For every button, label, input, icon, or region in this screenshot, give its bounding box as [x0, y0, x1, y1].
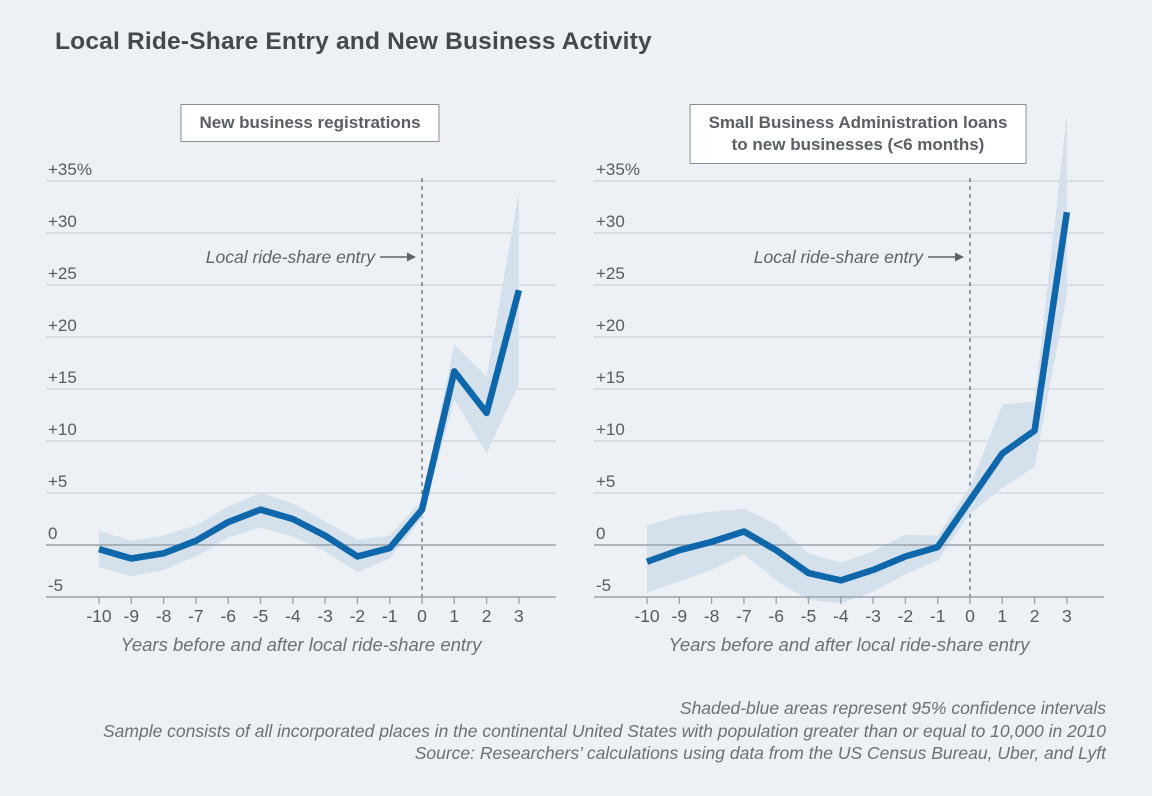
svg-text:-4: -4 [833, 606, 849, 626]
svg-text:0: 0 [965, 606, 975, 626]
svg-text:-9: -9 [124, 606, 140, 626]
svg-text:-2: -2 [350, 606, 366, 626]
svg-text:+5: +5 [596, 472, 615, 491]
svg-text:3: 3 [514, 606, 524, 626]
panel-header-box: Small Business Administration loans to n… [689, 104, 1027, 164]
svg-text:-5: -5 [596, 576, 611, 595]
svg-text:-10: -10 [86, 606, 112, 626]
svg-text:-2: -2 [898, 606, 914, 626]
svg-text:+10: +10 [48, 420, 77, 439]
svg-text:1: 1 [449, 606, 459, 626]
svg-text:+35%: +35% [48, 160, 92, 179]
svg-text:-6: -6 [768, 606, 784, 626]
chart-panel-sba-loans: Small Business Administration loans to n… [588, 95, 1128, 670]
svg-text:+15: +15 [596, 368, 625, 387]
svg-text:-1: -1 [930, 606, 946, 626]
figure-title: Local Ride-Share Entry and New Business … [55, 28, 652, 55]
chart-panel-new-business-registrations: New business registrations +35% +30 +25 +20… [40, 95, 580, 670]
footnotes: Shaded-blue areas represent 95% confiden… [103, 697, 1106, 765]
svg-text:2: 2 [1030, 606, 1040, 626]
svg-text:+30: +30 [48, 212, 77, 231]
svg-text:-10: -10 [634, 606, 660, 626]
svg-text:-5: -5 [48, 576, 63, 595]
svg-text:-3: -3 [317, 606, 333, 626]
footnote-line: Shaded-blue areas represent 95% confiden… [679, 698, 1106, 718]
svg-text:Years before and after local r: Years before and after local ride-share … [669, 634, 1032, 655]
svg-text:-1: -1 [382, 606, 398, 626]
svg-text:-3: -3 [865, 606, 881, 626]
svg-text:0: 0 [596, 524, 605, 543]
svg-text:Local ride-share entry: Local ride-share entry [206, 247, 376, 267]
svg-text:-7: -7 [736, 606, 752, 626]
footnote-line: Sample consists of all incorporated plac… [102, 720, 1106, 741]
svg-text:0: 0 [417, 606, 427, 626]
svg-text:+5: +5 [48, 472, 67, 491]
svg-text:3: 3 [1062, 606, 1072, 626]
svg-text:+30: +30 [596, 212, 625, 231]
svg-text:+35%: +35% [596, 160, 640, 179]
svg-text:+10: +10 [596, 420, 625, 439]
panel-title-line: Small Business Administration loans [708, 113, 1008, 132]
svg-text:-7: -7 [188, 606, 204, 626]
svg-text:-8: -8 [704, 606, 720, 626]
svg-text:-5: -5 [253, 606, 269, 626]
svg-text:+15: +15 [48, 368, 77, 387]
svg-text:2: 2 [482, 606, 492, 626]
svg-text:Local ride-share entry: Local ride-share entry [754, 247, 924, 267]
line-chart-new-business-registrations: +35%+30+25+20+15+10+50-5-10 -9 -8 -7 -6 -5 -4-… [46, 160, 556, 655]
svg-text:1: 1 [997, 606, 1007, 626]
panel-header-box: New business registrations [180, 104, 440, 142]
svg-text:-8: -8 [156, 606, 172, 626]
svg-text:+20: +20 [596, 316, 625, 335]
svg-text:+25: +25 [596, 264, 625, 283]
svg-text:-4: -4 [285, 606, 301, 626]
svg-text:-9: -9 [672, 606, 688, 626]
svg-text:-5: -5 [801, 606, 817, 626]
panel-title-line: to new businesses (<6 months) [731, 134, 985, 154]
svg-text:+20: +20 [48, 316, 77, 335]
svg-text:+25: +25 [48, 264, 77, 283]
panel-title-line: New business registrations [199, 113, 421, 132]
svg-text:0: 0 [48, 524, 57, 543]
footnote-line: Source: Researchers’ calculations using … [414, 743, 1106, 763]
svg-text:Years before and after local r: Years before and after local ride-share … [121, 634, 484, 655]
svg-text:-6: -6 [220, 606, 236, 626]
line-chart-sba-loans: +35%+30+25+20+15+10+50-5-10 -9 -8 -7 -6 -5 -4-… [594, 113, 1104, 655]
